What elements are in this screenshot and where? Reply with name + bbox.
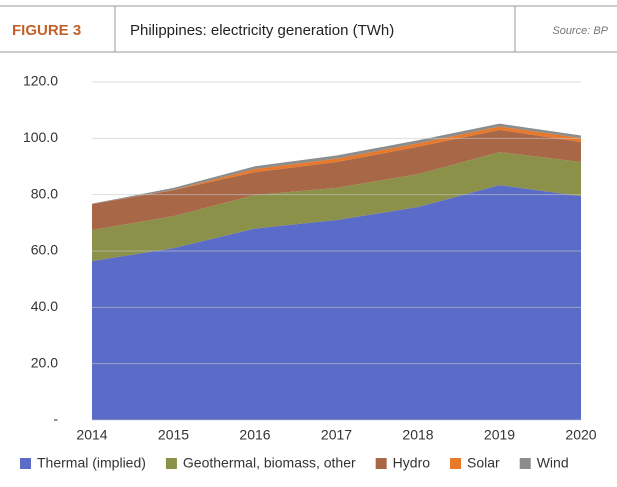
x-tick-label: 2020 bbox=[565, 427, 596, 443]
legend-swatch bbox=[20, 458, 31, 469]
y-tick-label: 120.0 bbox=[23, 73, 58, 89]
y-tick-label: - bbox=[53, 411, 58, 427]
x-tick-label: 2019 bbox=[484, 427, 515, 443]
y-tick-label: 20.0 bbox=[31, 354, 58, 370]
area bbox=[92, 185, 581, 420]
legend-swatch bbox=[375, 458, 387, 469]
chart-title: Philippines: electricity generation (TWh… bbox=[130, 22, 394, 39]
legend-label: Wind bbox=[537, 455, 569, 471]
legend-label: Thermal (implied) bbox=[37, 455, 146, 471]
legend-label: Geothermal, biomass, other bbox=[183, 455, 356, 471]
legend-label: Solar bbox=[467, 455, 500, 471]
y-tick-label: 60.0 bbox=[31, 242, 58, 258]
figure-label: FIGURE 3 bbox=[12, 22, 81, 39]
x-tick-label: 2015 bbox=[158, 427, 189, 443]
x-tick-label: 2017 bbox=[321, 427, 352, 443]
legend-swatch bbox=[165, 458, 177, 469]
y-tick-label: 80.0 bbox=[31, 185, 58, 201]
y-tick-label: 100.0 bbox=[23, 129, 58, 145]
legend-swatch bbox=[450, 458, 462, 469]
x-tick-label: 2018 bbox=[402, 427, 433, 443]
x-tick-label: 2014 bbox=[76, 427, 107, 443]
area bbox=[92, 126, 581, 204]
legend-swatch bbox=[519, 458, 531, 469]
legend-label: Hydro bbox=[393, 455, 431, 471]
source: Source: BP bbox=[552, 25, 608, 37]
area bbox=[92, 129, 581, 231]
area bbox=[92, 152, 581, 262]
y-tick-label: 40.0 bbox=[31, 298, 58, 314]
x-tick-label: 2016 bbox=[239, 427, 270, 443]
